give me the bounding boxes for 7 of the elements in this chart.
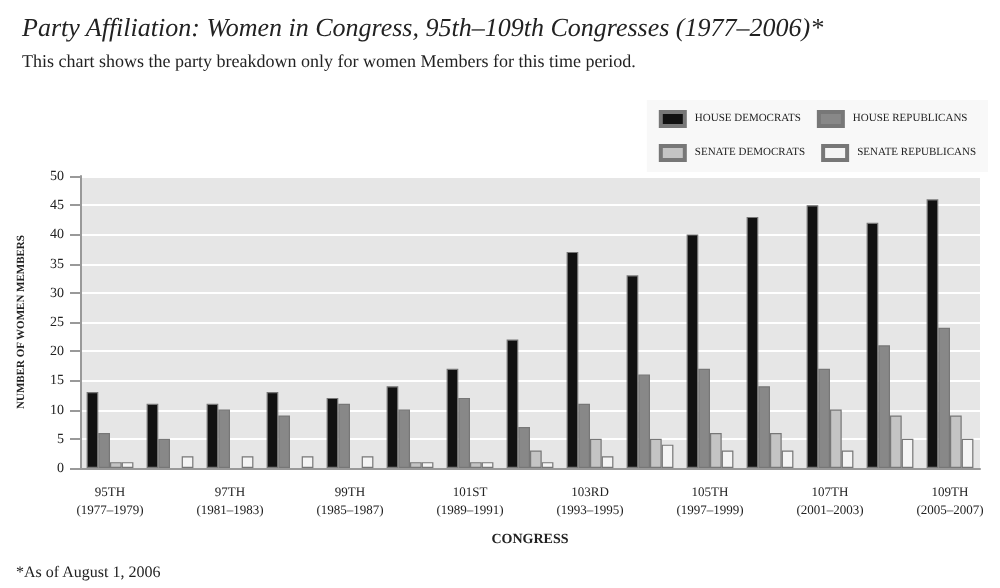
chart-subtitle: This chart shows the party breakdown only for women Members for this time period. bbox=[22, 51, 636, 71]
bar bbox=[181, 456, 194, 468]
bar bbox=[241, 456, 254, 468]
text: *As of August 1, 2006 bbox=[16, 563, 161, 581]
chart-title: Party Affiliation: Women in Congress, 95th–109th Congresses (1977–2006)* bbox=[20, 12, 825, 42]
bar bbox=[301, 456, 314, 468]
bar bbox=[361, 456, 374, 468]
